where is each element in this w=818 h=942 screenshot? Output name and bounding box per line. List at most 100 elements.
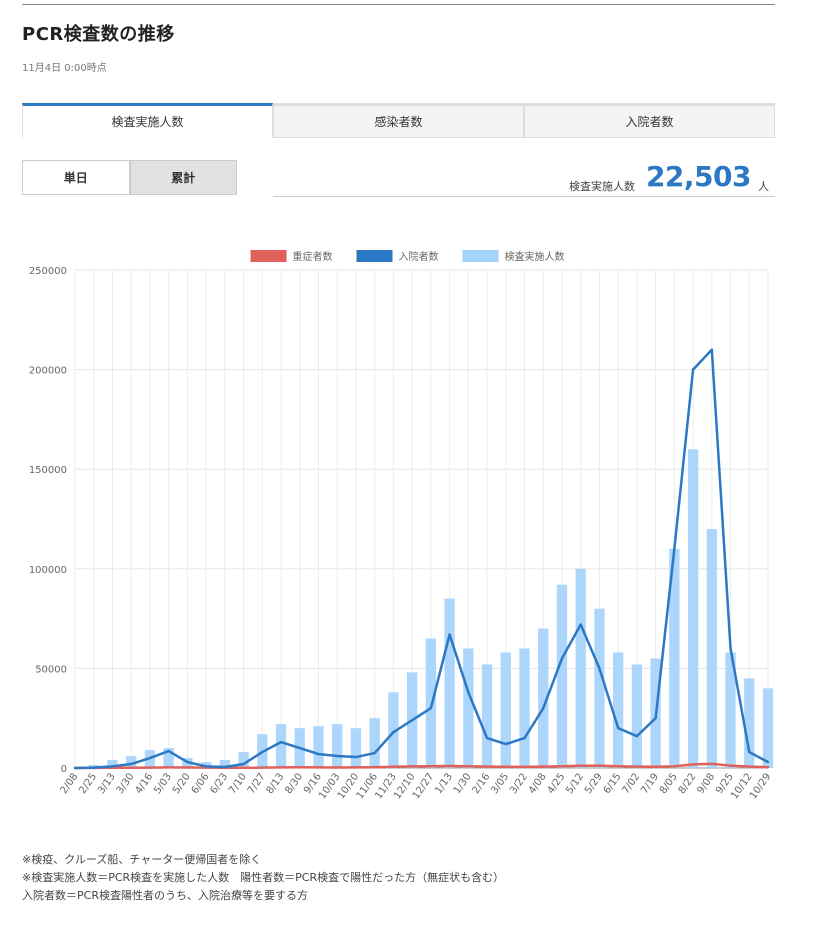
x-tick-label: 4/16 [133, 771, 155, 796]
line-series-0 [74, 762, 769, 770]
bar-tests [744, 678, 755, 768]
line-point [242, 766, 245, 769]
line-point [748, 750, 751, 754]
tab-tests[interactable]: 検査実施人数 [22, 103, 273, 138]
footnote-3: 入院者数＝PCR検査陽性者のうち、入院治療等を要する方 [22, 889, 308, 902]
line-point [448, 633, 451, 636]
tab-infections[interactable]: 感染者数 [273, 103, 524, 138]
line-point [410, 718, 414, 722]
footnote-1: ※検疫、クルーズ船、チャーター便帰国者を除く [22, 853, 262, 866]
line-point [710, 348, 714, 351]
line-point [111, 765, 114, 768]
page-title: PCR検査数の推移 [22, 24, 175, 45]
bar-tests [538, 628, 549, 768]
line-point [748, 765, 751, 768]
summary-box: 検査実施人数 22,503 人 [273, 158, 775, 197]
line-point [298, 746, 301, 750]
line-point [616, 726, 620, 730]
x-tick-label: 7/27 [246, 771, 268, 796]
line-point [729, 764, 732, 767]
line-point [92, 766, 95, 769]
x-tick-label: 8/13 [265, 771, 287, 796]
line-point [336, 754, 339, 758]
footnotes: ※検疫、クルーズ船、チャーター便帰国者を除く ※検査実施人数＝PCR検査を実施し… [22, 851, 504, 905]
line-point [186, 766, 189, 769]
bar-tests [332, 724, 343, 768]
update-timestamp: 11月4日 0:00時点 [22, 63, 107, 74]
y-tick-label: 250000 [29, 266, 67, 277]
line-point [129, 766, 133, 769]
line-point [523, 765, 526, 769]
bar-tests [594, 608, 605, 768]
line-point [635, 765, 639, 768]
line-point [504, 765, 507, 769]
bar-tests [556, 584, 568, 768]
top-divider [22, 4, 775, 5]
line-point [373, 751, 376, 755]
x-tick-label: 4/08 [527, 771, 549, 796]
line-point [317, 766, 320, 769]
line-point [673, 765, 676, 768]
x-tick-label: 7/10 [227, 771, 249, 796]
cumulative-button[interactable]: 累計 [129, 160, 237, 195]
x-tick-label: 9/08 [695, 771, 717, 796]
line-point [616, 765, 620, 768]
bar-tests [126, 756, 137, 768]
bar-tests [200, 762, 212, 768]
line-point [766, 760, 770, 764]
x-tick-label: 7/02 [620, 771, 642, 796]
x-tick-label: 3/22 [508, 771, 530, 796]
line-point [691, 763, 695, 766]
line-point [204, 765, 208, 768]
x-tick-label: 7/19 [639, 771, 661, 796]
line-point [523, 736, 526, 740]
x-tick-label: 5/29 [583, 771, 605, 796]
x-tick-label: 5/20 [171, 771, 193, 796]
y-tick-label: 0 [61, 764, 67, 775]
legend-swatch [462, 250, 499, 262]
x-tick-label: 2/25 [77, 771, 99, 796]
line-point [298, 766, 301, 769]
line-point [729, 647, 732, 650]
line-point [598, 764, 601, 767]
line-point [392, 765, 395, 769]
pcr-chart: 0500001000001500002000002500002/082/253/… [29, 250, 773, 801]
line-point [429, 707, 433, 710]
line-point [542, 707, 545, 710]
x-tick-label: 8/30 [283, 771, 305, 796]
line-point [429, 765, 433, 768]
summary-value: 22,503 [645, 160, 752, 193]
bar-tests [238, 752, 249, 768]
bar-tests [163, 748, 174, 768]
y-tick-label: 150000 [29, 465, 67, 476]
bar-tests [350, 728, 362, 768]
tab-bar: 検査実施人数 感染者数 入院者数 [22, 103, 775, 138]
line-point [560, 657, 564, 660]
line-point [467, 765, 470, 768]
y-tick-label: 100000 [29, 565, 67, 576]
line-point [504, 742, 507, 746]
bar-tests [631, 664, 643, 768]
x-tick-label: 3/05 [489, 771, 511, 796]
bar-tests [481, 664, 493, 768]
bar-tests [388, 692, 399, 768]
bar-tests [613, 652, 624, 768]
line-point [691, 368, 695, 371]
line-point [448, 764, 451, 768]
line-point [710, 762, 714, 766]
bar-tests [463, 648, 474, 768]
daily-button[interactable]: 単日 [22, 160, 130, 195]
line-point [542, 765, 545, 768]
footnote-2: ※検査実施人数＝PCR検査を実施した人数 陽性者数＝PCR検査で陽性だった方（無… [22, 871, 505, 884]
x-tick-label: 5/03 [152, 771, 174, 796]
line-point [560, 765, 564, 768]
line-point [766, 766, 770, 769]
line-point [485, 736, 489, 740]
x-tick-label: 6/06 [190, 771, 212, 796]
tab-hospitalized[interactable]: 入院者数 [524, 103, 775, 138]
line-point [354, 766, 358, 769]
line-point [317, 752, 320, 756]
x-tick-label: 2/08 [59, 771, 81, 796]
summary-unit: 人 [758, 180, 769, 193]
